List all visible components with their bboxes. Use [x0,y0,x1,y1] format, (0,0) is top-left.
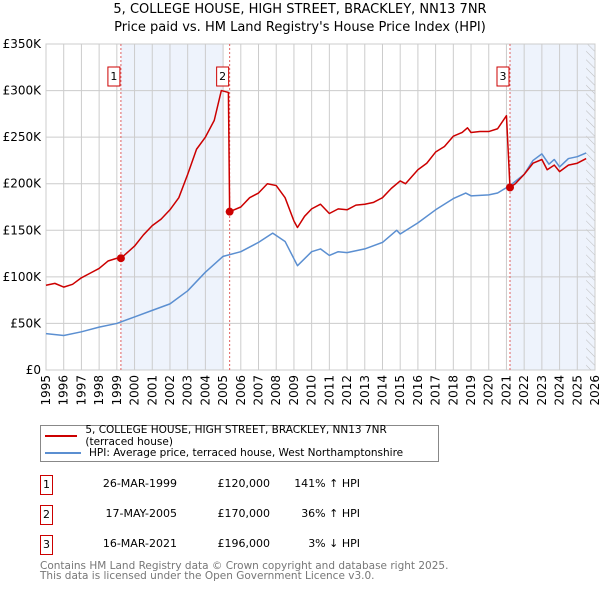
x-tick-label: 2024 [553,375,567,406]
x-tick-label: 2012 [340,375,354,406]
legend-item-hpi: HPI: Average price, terraced house, West… [45,445,403,461]
sale-point [225,207,234,216]
sale-box-label: 1 [110,70,117,83]
x-tick-label: 2008 [269,375,283,406]
sale-hpi-diff: 141% ↑ HPI [294,477,360,490]
sale-date: 16-MAR-2021 [102,537,177,550]
x-tick-label: 2021 [499,375,513,406]
y-tick-label: £200K [3,177,43,191]
sale-hpi-diff: 36% ↑ HPI [301,507,360,520]
x-tick-label: 2015 [393,375,407,406]
x-tick-label: 2006 [234,375,248,406]
x-tick-label: 2023 [535,375,549,406]
y-tick-label: £50K [10,316,42,330]
property-price-line [45,89,587,288]
x-tick-label: 2010 [305,375,319,406]
price-chart: 1995 1996 1997 1998 1999 2000 2001 2002 2003 2004… [3,37,600,406]
x-tick-label: 2013 [358,375,372,406]
sale-box-label: 3 [499,70,506,83]
sale-point [116,254,125,263]
chart-title: 5, COLLEGE HOUSE, HIGH STREET, BRACKLEY,… [113,2,487,17]
x-tick-label: 2017 [429,375,443,406]
x-tick-label: 2014 [375,375,389,406]
y-tick-label: £150K [3,223,43,237]
x-tick-label: 1996 [57,375,71,406]
sale-price: £196,000 [217,537,271,550]
x-tick-label: 2004 [198,375,212,406]
sale-date: 17-MAY-2005 [105,507,177,520]
y-tick-label: £250K [3,130,43,144]
forecast-hatch [586,44,595,370]
x-tick-label: 2018 [446,375,460,406]
sale-point [505,183,514,192]
legend-swatch-red [45,435,78,437]
legend-label: 5, COLLEGE HOUSE, HIGH STREET, BRACKLEY,… [85,424,387,448]
sale-date: 26-MAR-1999 [102,477,177,490]
shaded-period [509,44,595,370]
plot-frame [45,43,596,371]
x-tick-label: 2011 [322,375,336,406]
sale-box [107,66,121,87]
y-tick-label: £300K [3,84,43,98]
x-tick-label: 2026 [588,375,600,406]
y-tick-label: £350K [3,37,43,51]
x-tick-label: 1999 [110,375,124,406]
sale-row: 3 16-MAR-2021 £196,000 3% ↓ HPI [40,535,400,555]
x-tick-label: 2016 [411,375,425,406]
x-tick-label: 2007 [252,375,266,406]
x-tick-label: 2009 [287,375,301,406]
sale-marker-badge: 1 [40,475,53,495]
x-tick-label: 1997 [74,375,88,406]
x-tick-label: 2020 [482,375,496,406]
sale-box [216,66,230,87]
hpi-line [45,152,587,337]
y-tick-label: £100K [3,270,43,284]
x-tick-label: 1998 [92,375,106,406]
legend-label: HPI: Average price, terraced house, West… [89,447,404,459]
x-tick-label: 2003 [181,375,195,406]
x-tick-label: 2022 [517,375,531,406]
x-tick-label: 2001 [145,375,159,406]
x-tick-label: 1995 [39,375,53,406]
x-tick-label: 2019 [464,375,478,406]
x-tick-label: 2025 [570,375,584,406]
sale-row: 1 26-MAR-1999 £120,000 141% ↑ HPI [40,475,400,495]
sale-box-label: 2 [219,70,226,83]
legend: 5, COLLEGE HOUSE, HIGH STREET, BRACKLEY,… [40,424,439,462]
sale-box [496,66,510,87]
sale-hpi-diff: 3% ↓ HPI [308,537,360,550]
legend-swatch-blue [45,452,81,454]
sale-price: £170,000 [217,507,271,520]
sale-marker-badge: 2 [40,505,53,525]
x-tick-label: 2002 [163,375,177,406]
footer: Contains HM Land Registry data © Crown c… [40,560,449,582]
x-tick-label: 2000 [128,375,142,406]
chart-subtitle: Price paid vs. HM Land Registry's House … [114,20,486,35]
legend-item-property: 5, COLLEGE HOUSE, HIGH STREET, BRACKLEY,… [45,424,438,448]
x-tick-label: 2005 [216,375,230,406]
y-tick-label: £0 [26,363,41,377]
sale-row: 2 17-MAY-2005 £170,000 36% ↑ HPI [40,505,400,525]
sale-price: £120,000 [217,477,271,490]
footer-licence: This data is licensed under the Open Gov… [40,570,375,582]
sale-marker-badge: 3 [40,535,53,555]
footer-copyright: Contains HM Land Registry data © Crown c… [40,560,449,572]
